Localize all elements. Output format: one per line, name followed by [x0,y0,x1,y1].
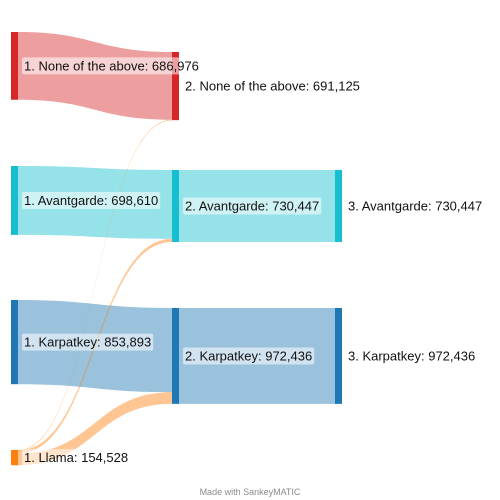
node-n2 [172,52,179,121]
label-k1: 1. Karpatkey: 853,893 [24,335,151,350]
label-bg-a3 [346,197,485,215]
label-k3: 3. Karpatkey: 972,436 [348,348,475,363]
label-bg-a2 [183,197,322,215]
node-a2 [172,170,179,243]
node-labels: 1. None of the above: 686,976 1. Avantgar… [22,57,485,467]
credit-text: Made with SankeyMATIC [199,487,301,497]
flow-l1-to-k2 [18,392,172,466]
label-a1: 1. Avantgarde: 698,610 [24,193,158,208]
label-n1: 1. None of the above: 686,976 [24,58,199,73]
node-k3 [335,308,342,404]
node-k2 [172,308,179,404]
label-n2: 2. None of the above: 691,125 [185,79,360,94]
label-bg-k1 [22,333,154,351]
label-l1: 1. Llama: 154,528 [24,450,128,465]
flow-l1-to-n2 [18,119,172,451]
node-n1 [11,32,18,100]
node-a1 [11,166,18,235]
flow-n1-to-n2 [18,32,172,120]
label-a2: 2. Avantgarde: 730,447 [185,199,319,214]
label-k2: 2. Karpatkey: 972,436 [185,348,312,363]
label-bg-l1 [22,449,131,467]
label-a3: 3. Avantgarde: 730,447 [348,199,482,214]
label-bg-k2 [183,347,315,365]
node-l1 [11,450,18,466]
label-bg-a1 [22,191,161,209]
node-a3 [335,170,342,243]
nodes [11,32,342,466]
label-bg-n1 [22,57,201,75]
label-bg-k3 [346,347,478,365]
label-bg-n2 [183,77,362,95]
node-k1 [11,300,18,385]
